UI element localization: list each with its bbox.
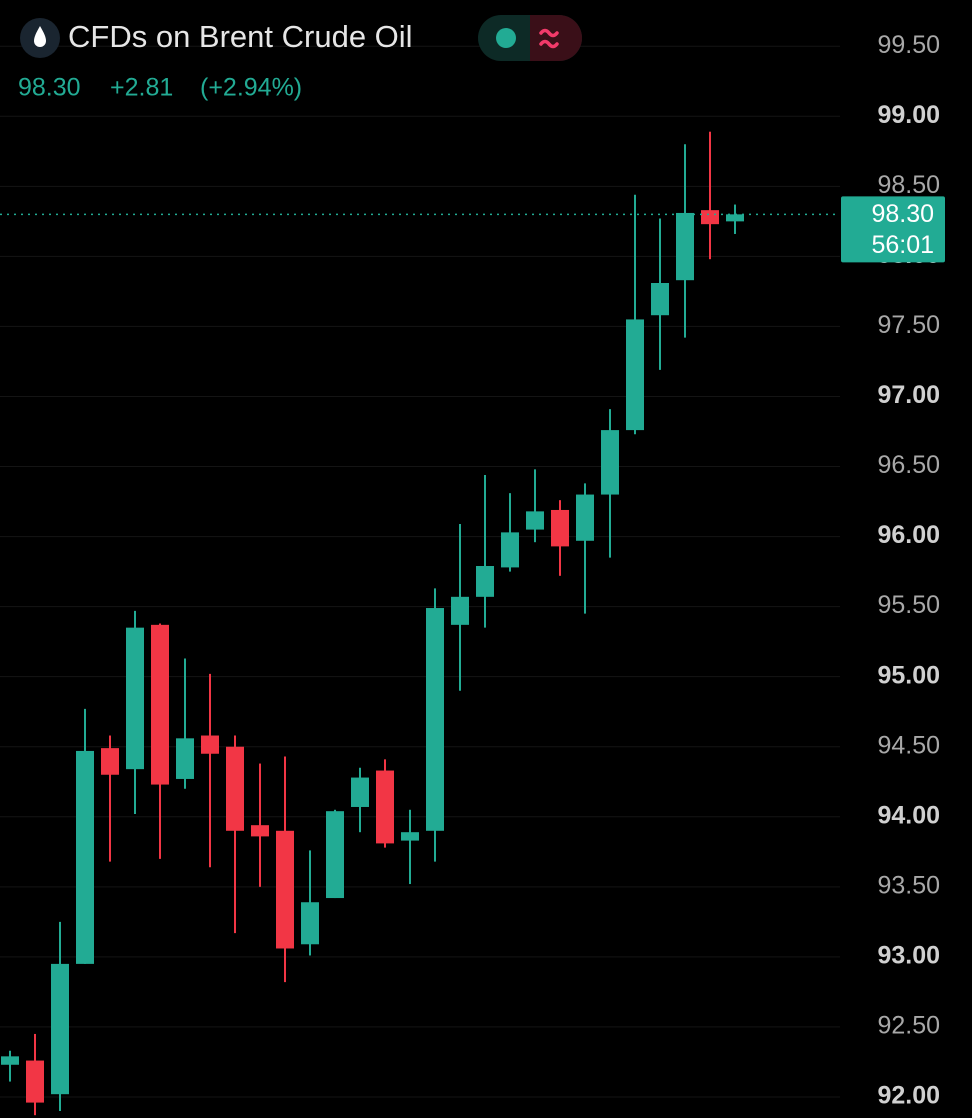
candle-body [251, 825, 269, 837]
candle-body [26, 1060, 44, 1103]
y-tick-label: 99.00 [877, 101, 940, 129]
candle-body [626, 319, 644, 431]
candle-body [576, 494, 594, 541]
candle-body [401, 832, 419, 841]
delayed-icon [539, 28, 559, 49]
candle-body [276, 830, 294, 949]
header: CFDs on Brent Crude Oil 98.30 +2.81 (+2.… [18, 15, 582, 102]
candle-body [601, 430, 619, 495]
candle-body [676, 212, 694, 281]
last-price-label: 98.30 [871, 200, 934, 228]
y-tick-label: 97.00 [877, 381, 940, 409]
y-tick-label: 99.50 [877, 31, 940, 59]
y-axis: 92.00 92.50 93.00 93.50 94.00 94.50 95.00 95.50… [877, 31, 940, 1110]
droplet-icon [34, 26, 46, 47]
candle-body [476, 566, 494, 597]
y-tick-label: 93.50 [877, 871, 940, 899]
candle-body [101, 748, 119, 775]
candle-body [76, 750, 94, 964]
y-tick-label: 97.50 [877, 311, 940, 339]
bar-countdown: 56:01 [871, 231, 934, 259]
last-price: 98.30 [18, 74, 81, 102]
market-open-dot [496, 28, 516, 48]
y-tick-label: 96.50 [877, 451, 940, 479]
candle-body [651, 283, 669, 316]
chart-title: CFDs on Brent Crude Oil [68, 19, 413, 54]
candle-body [176, 738, 194, 779]
y-tick-label: 92.50 [877, 1012, 940, 1040]
candle-body [351, 777, 369, 807]
last-price-box [841, 196, 945, 263]
price-overlay: 98.30 56:01 [0, 196, 945, 263]
candle-body [1, 1056, 19, 1065]
y-tick-label: 94.50 [877, 731, 940, 759]
status-pill-right [530, 15, 582, 61]
candle-body [526, 511, 544, 530]
y-tick-label: 93.00 [877, 941, 940, 969]
candle-body [301, 902, 319, 945]
candle-body [501, 532, 519, 568]
candle-body [451, 596, 469, 625]
candle-body [551, 509, 569, 547]
y-tick-label: 98.50 [877, 171, 940, 199]
y-tick-label: 95.50 [877, 591, 940, 619]
candle-body [201, 735, 219, 754]
y-tick-label: 95.00 [877, 661, 940, 689]
y-tick-label: 94.00 [877, 801, 940, 829]
candle-body [226, 746, 244, 831]
y-tick-label: 96.00 [877, 521, 940, 549]
candle-body [376, 770, 394, 844]
candle-body [326, 811, 344, 899]
candles [1, 131, 744, 1116]
candle-body [51, 963, 69, 1095]
candle-body [701, 210, 719, 225]
price-change: +2.81 [110, 74, 173, 102]
candle-body [726, 214, 744, 222]
candle-body [126, 627, 144, 770]
grid [0, 45, 840, 1098]
candle-body [426, 608, 444, 831]
candle-body [151, 624, 169, 785]
y-tick-label: 92.00 [877, 1082, 940, 1110]
price-change-percent: (+2.94%) [200, 74, 302, 102]
